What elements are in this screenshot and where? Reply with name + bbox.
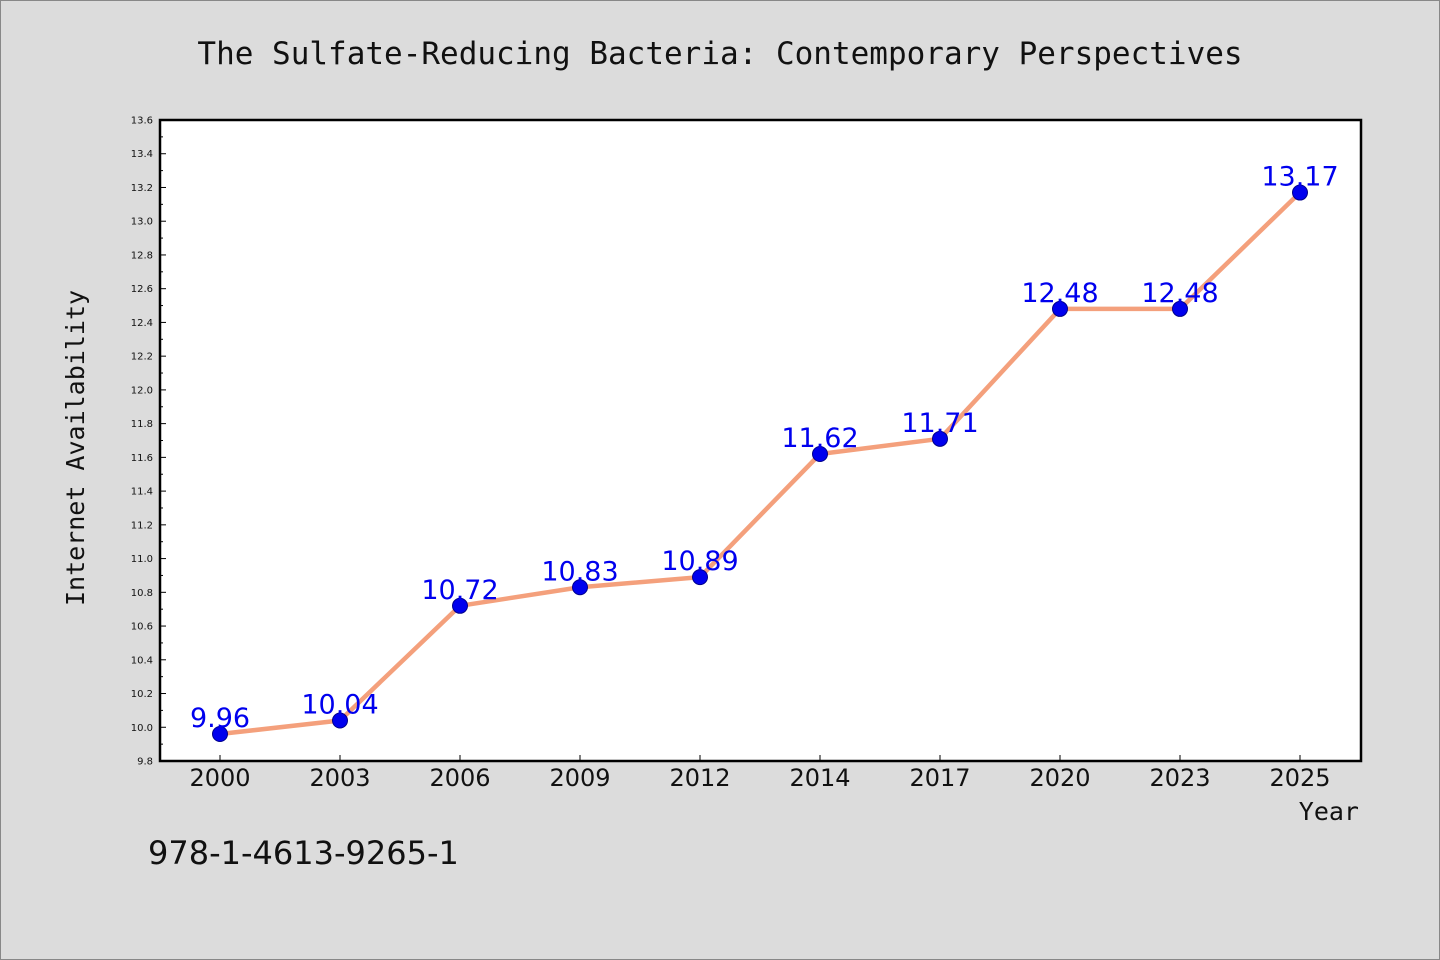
data-point (1292, 184, 1308, 201)
x-tick-label: 2012 (669, 764, 730, 792)
y-tick-label: 12.8 (131, 250, 153, 261)
x-tick-label: 2025 (1269, 764, 1330, 792)
data-point (212, 726, 228, 743)
y-tick-label: 11.8 (131, 419, 153, 430)
y-tick-label: 13.2 (131, 183, 153, 194)
y-tick-label: 11.2 (131, 520, 153, 531)
series-line (217, 190, 1303, 737)
x-tick-label: 2003 (309, 764, 370, 792)
y-tick-label: 13.0 (131, 217, 153, 228)
data-point (692, 569, 708, 586)
series-line-group (217, 190, 1303, 737)
data-label: 12.48 (1021, 278, 1098, 309)
y-tick-label: 11.0 (131, 554, 153, 565)
data-point (332, 712, 348, 729)
y-tick-label: 12.4 (131, 318, 153, 329)
x-tick-label: 2017 (909, 764, 970, 792)
chart-title: The Sulfate-Reducing Bacteria: Contempor… (197, 36, 1242, 72)
data-label: 10.72 (421, 575, 498, 606)
y-tick-label: 10.0 (131, 723, 153, 734)
data-label: 9.96 (190, 703, 250, 734)
data-label: 11.62 (781, 423, 858, 454)
x-axis-label: Year (1299, 797, 1359, 826)
data-point (452, 597, 468, 614)
markers-group (212, 184, 1308, 743)
y-tick-label: 10.8 (131, 588, 153, 599)
data-point (572, 579, 588, 596)
data-point (1052, 300, 1068, 317)
data-point (1172, 300, 1188, 317)
y-tick-label: 10.4 (131, 655, 153, 666)
x-tick-label: 2000 (189, 764, 250, 792)
y-axis: 9.8 10.0 10.2 10.4 10.6 10.8 11.0 11.2 11.4 11.6 1… (131, 116, 166, 768)
plot-area (158, 118, 1363, 763)
x-tick-label: 2023 (1149, 764, 1210, 792)
data-label: 10.89 (661, 546, 738, 577)
isbn-text: 978-1-4613-9265-1 (148, 834, 459, 872)
data-label: 10.04 (301, 690, 378, 721)
y-tick-label: 10.2 (131, 689, 153, 700)
x-tick-label: 2009 (549, 764, 610, 792)
x-tick-label: 2014 (789, 764, 850, 792)
y-tick-label: 11.4 (131, 487, 153, 498)
y-tick-label: 13.6 (131, 116, 153, 127)
y-tick-label: 10.6 (131, 622, 153, 633)
y-tick-label: 12.2 (131, 352, 153, 363)
data-label: 10.83 (541, 556, 618, 587)
y-axis-label: Internet Availability (61, 290, 90, 606)
data-point (932, 430, 948, 447)
data-label: 13.17 (1261, 162, 1338, 193)
data-labels-group: 9.96 10.04 10.72 10.83 10.89 11.62 11.71 12.48 1… (190, 162, 1339, 734)
y-tick-label: 13.4 (131, 149, 153, 160)
data-label: 11.71 (901, 408, 978, 439)
y-tick-label: 9.8 (137, 757, 153, 768)
y-tick-label: 12.0 (131, 385, 153, 396)
data-label: 12.48 (1141, 278, 1218, 309)
x-tick-label: 2020 (1029, 764, 1090, 792)
x-axis: 2000 2003 2006 2009 2012 2014 2017 2020 2023 2025 (189, 755, 1331, 792)
y-tick-label: 11.6 (131, 453, 153, 464)
y-tick-label: 12.6 (131, 284, 153, 295)
x-tick-label: 2006 (429, 764, 490, 792)
data-point (812, 445, 828, 462)
